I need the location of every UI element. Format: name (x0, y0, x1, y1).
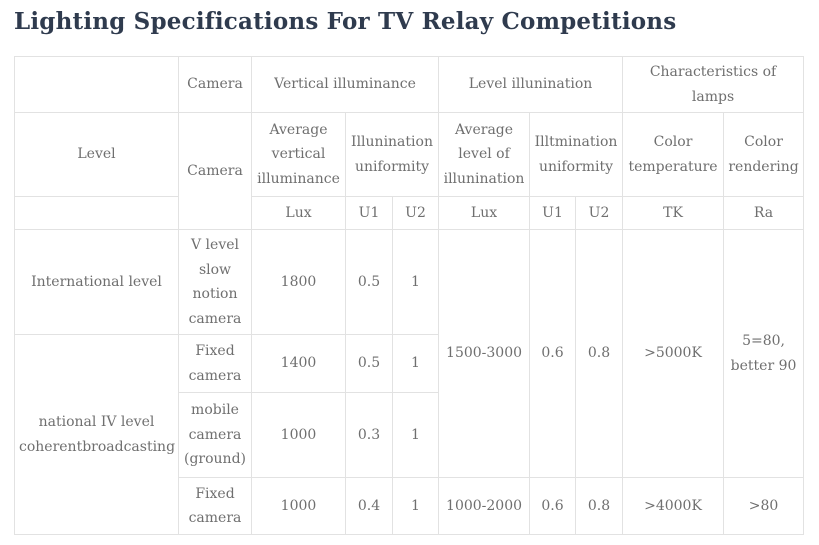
cell-vertical-u2: 1 (391, 392, 440, 478)
header-camera: Camera (178, 112, 252, 230)
unit-ra: Ra (723, 196, 805, 230)
cell-vertical-u2: 1 (391, 229, 440, 335)
cell-camera-fixed2: Fixed camera (178, 477, 252, 535)
header-camera-top: Camera (178, 56, 252, 113)
cell-camera-mobile: mobile camera (ground) (178, 392, 252, 478)
unit-tk: TK (622, 196, 725, 230)
header-vertical-illuminance-group: Vertical illuminance (250, 56, 440, 113)
cell-vertical-u1: 0.4 (345, 477, 393, 535)
header-row-subgroups: Level Camera Average vertical illuminanc… (14, 112, 805, 230)
cell-color-temperature-4000k: >4000K (622, 477, 725, 535)
header-level: Level (14, 112, 179, 197)
header-avg-level-illumination: Average level of illunination (438, 112, 531, 197)
unit-level-u1: U1 (529, 196, 577, 230)
cell-color-rendering-80-90: 5=80, better 90 (723, 229, 805, 478)
cell-level-international: International level (14, 229, 179, 335)
cell-level-u1: 0.6 (529, 229, 577, 478)
table-row-national-fixed2: Fixed camera 1000 0.4 1 1000-2000 0.6 0.… (15, 477, 805, 535)
header-blank-units (14, 196, 179, 230)
table-row-national-fixed: national IV level coherentbroadcasting F… (14, 334, 804, 535)
cell-color-rendering-80: >80 (723, 477, 805, 535)
header-avg-vertical-illuminance: Average vertical illuminance (251, 112, 346, 197)
cell-level-lux-1000-2000: 1000-2000 (438, 477, 531, 535)
unit-vertical-u1: U1 (345, 196, 393, 230)
cell-camera-fixed: Fixed camera (178, 334, 252, 393)
header-vertical-uniformity: Illunination uniformity (344, 112, 440, 197)
header-level-illumination-group: Level illunination (438, 56, 624, 113)
header-lamp-characteristics-group: Characteristics of lamps (622, 56, 805, 113)
header-color-rendering: Color rendering (723, 112, 805, 197)
header-row-groups: Camera Vertical illuminance Level illuni… (14, 56, 805, 113)
cell-vertical-u2: 1 (391, 334, 440, 393)
cell-vertical-u2: 1 (391, 477, 440, 535)
cell-vertical-lux-1000: 1000 (251, 392, 346, 478)
unit-vertical-u2: U2 (391, 196, 440, 230)
unit-vertical-lux: Lux (251, 196, 346, 230)
table-row-international: International level V level slow notion … (14, 229, 805, 478)
page-title: Lighting Specifications For TV Relay Com… (14, 8, 677, 35)
header-level-uniformity: Illtmination uniformity (529, 112, 624, 197)
cell-level-u1: 0.6 (529, 477, 577, 535)
cell-level-u2: 0.8 (575, 477, 624, 535)
cell-level-national: national IV level coherentbroadcasting (14, 334, 179, 535)
cell-vertical-lux-1400: 1400 (251, 334, 346, 393)
header-row-units: Lux U1 U2 Lux U1 U2 TK Ra (14, 196, 805, 230)
cell-vertical-u1: 0.5 (345, 334, 393, 393)
cell-level-lux-1500-3000: 1500-3000 (438, 229, 531, 478)
cell-vertical-u1: 0.5 (345, 229, 393, 335)
cell-vertical-lux-1800: 1800 (251, 229, 346, 335)
cell-color-temperature-5000k: >5000K (622, 229, 725, 478)
table-row-national-mobile: mobile camera (ground) 1000 0.3 1 (15, 392, 804, 478)
unit-level-lux: Lux (438, 196, 531, 230)
unit-level-u2: U2 (575, 196, 624, 230)
lighting-spec-table: Camera Vertical illuminance Level illuni… (14, 56, 805, 535)
cell-vertical-u1: 0.3 (345, 392, 393, 478)
header-blank-topleft (14, 56, 179, 113)
cell-level-u2: 0.8 (575, 229, 624, 478)
cell-vertical-lux-1000b: 1000 (251, 477, 346, 535)
cell-camera-slow-motion: V level slow notion camera (178, 229, 252, 335)
header-color-temperature: Color temperature (622, 112, 725, 197)
